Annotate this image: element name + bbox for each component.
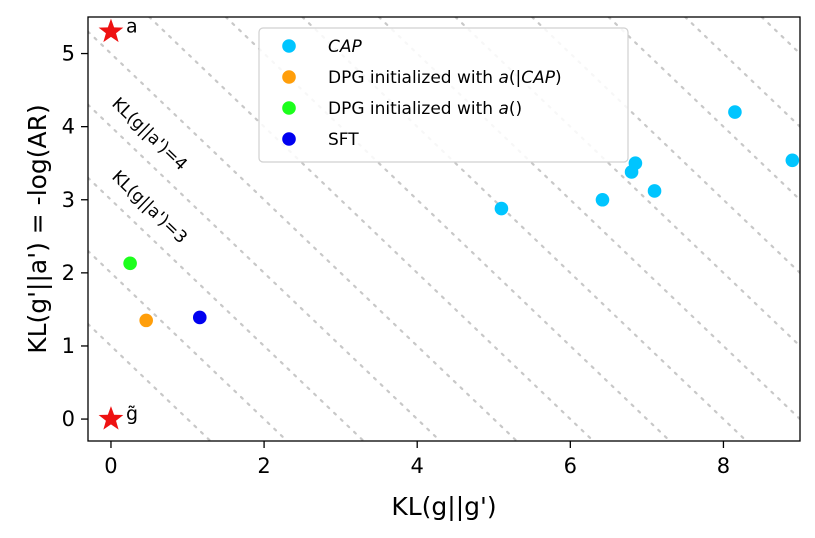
y-tick-label: 2: [62, 261, 75, 285]
legend-marker: [282, 70, 296, 84]
iso-line: [607, 17, 800, 201]
plot-frame: [87, 16, 801, 442]
iso-line: [148, 17, 595, 441]
iso-line: [88, 103, 442, 441]
star-marker: [98, 18, 124, 43]
iso-line: [454, 17, 800, 348]
iso-line: [88, 30, 518, 441]
y-tick-label: 5: [62, 42, 75, 66]
legend-marker: [282, 132, 296, 146]
y-tick-label: 3: [62, 188, 75, 212]
scatter-point: [494, 201, 509, 216]
x-tick-label: 6: [564, 454, 577, 478]
x-tick-label: 0: [104, 454, 117, 478]
axes: 0 2 4 6 8 0 1 2 3 4 5: [62, 42, 731, 478]
iso-labels: KL(g||a')=4KL(g||a')=3: [108, 94, 191, 248]
y-tick-label: 0: [62, 407, 75, 431]
iso-line: [88, 176, 365, 441]
scatter-point: [728, 105, 742, 119]
star-label: g̃: [126, 403, 138, 425]
iso-line: [88, 249, 289, 441]
y-tick-label: 1: [62, 334, 75, 358]
scatter-point: [123, 256, 137, 271]
legend: CAP DPG initialized with a(|CAP) DPG initi…: [258, 27, 629, 163]
iso-line: [88, 322, 212, 441]
x-tick-label: 4: [411, 454, 424, 478]
x-axis-label: KL(g||g'): [391, 492, 496, 521]
legend-marker: [282, 39, 296, 53]
x-tick-label: 8: [717, 454, 730, 478]
legend-entry: DPG initialized with a(|CAP): [328, 68, 562, 88]
scatter-points: a g̃: [98, 16, 800, 430]
scatter-point: [628, 156, 643, 171]
scatter-point: [192, 310, 207, 325]
legend-entry: CAP: [328, 37, 362, 57]
scatter-point: [139, 313, 153, 328]
scatter-point: [595, 192, 610, 207]
iso-line: [530, 17, 800, 274]
iso-line: [760, 17, 800, 55]
iso-line: [684, 17, 800, 128]
star-marker: [98, 406, 124, 430]
legend-marker: [282, 101, 296, 115]
y-tick-label: 4: [62, 115, 75, 139]
legend-entry: DPG initialized with a(): [328, 99, 522, 119]
scatter-point: [647, 184, 662, 198]
y-axis-label: KL(g'||a') = -log(AR): [23, 104, 52, 354]
legend-entry: SFT: [328, 130, 359, 150]
legend-box: [258, 27, 629, 163]
star-label: a: [126, 16, 138, 38]
scatter-point: [785, 153, 800, 168]
x-tick-label: 2: [257, 454, 270, 478]
